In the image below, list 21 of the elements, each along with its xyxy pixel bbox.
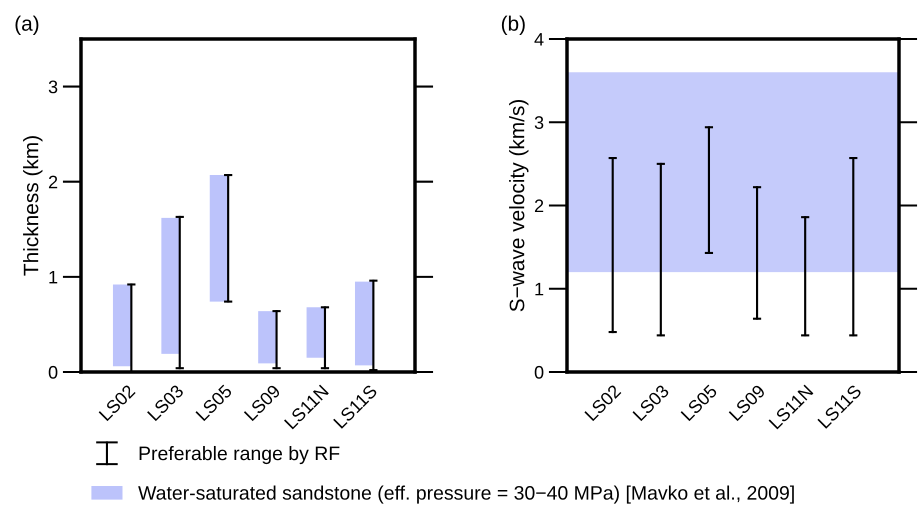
y-tick-label: 3	[48, 80, 58, 94]
y-tick-label: 2	[48, 176, 58, 188]
bar	[161, 218, 180, 354]
y-tick-label: 0	[534, 366, 544, 379]
chart-title: (b)	[502, 16, 525, 35]
bar	[112, 284, 132, 366]
bar	[306, 307, 325, 358]
bar	[258, 311, 277, 364]
legend-label: Water-saturated sandstone (eff. pressure = 30−40 MPa) [Mavko et al., 2009]	[138, 485, 794, 504]
legend-label: Preferable range by RF	[140, 446, 340, 464]
y-axis-title: S−wave velocity (km/s)	[509, 100, 528, 312]
y-tick-label: 1	[535, 282, 544, 296]
y-axis-title: Thickness (km)	[23, 136, 42, 276]
bar	[210, 175, 228, 302]
y-tick-label: 4	[534, 33, 544, 46]
chart-title: (a)	[15, 16, 38, 35]
bar	[354, 282, 374, 366]
y-tick-label: 0	[48, 366, 58, 379]
y-tick-label: 3	[534, 116, 544, 129]
y-tick-label: 1	[49, 270, 58, 284]
y-tick-label: 2	[534, 199, 544, 212]
